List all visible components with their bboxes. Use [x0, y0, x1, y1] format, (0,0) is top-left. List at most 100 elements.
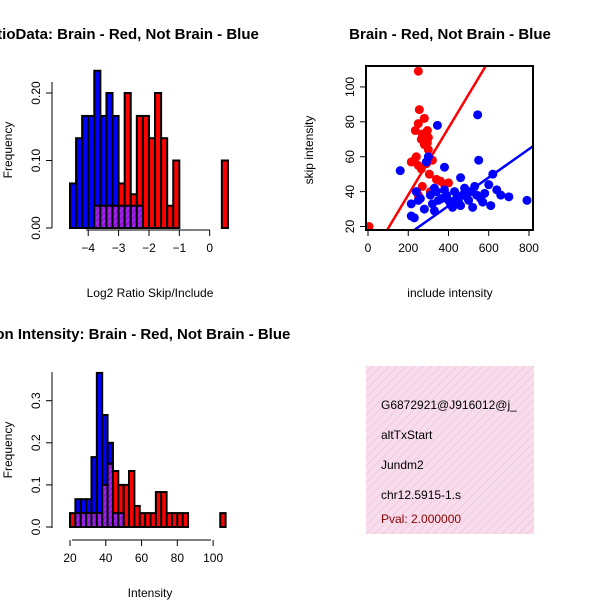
scatter-point-not-brain	[484, 180, 494, 190]
scatter-point-not-brain	[450, 187, 460, 197]
scatter-y-tick-label: 100	[343, 77, 357, 97]
scatter-plot: Brain - Red, Not Brain - Blue 0 200 400 600…	[302, 26, 551, 300]
scatter-x-label: include intensity	[407, 286, 492, 300]
scatter-points	[366, 66, 532, 230]
scatter-point-not-brain	[468, 202, 478, 212]
ratio-y-tick-label: 0.00	[29, 216, 43, 240]
scatter-point-brain	[416, 164, 426, 174]
intensity-x-tick-label: 80	[171, 551, 185, 565]
ratio-bar-brain	[220, 159, 229, 229]
ratio-x-tick-label: −2	[142, 241, 156, 255]
scatter-y-tick-label: 80	[343, 115, 357, 129]
scatter-point-brain	[410, 126, 420, 136]
scatter-point-not-brain	[496, 190, 506, 200]
intensity-y-ticks: 0.0 0.1 0.2 0.3	[29, 392, 52, 535]
scatter-title: Brain - Red, Not Brain - Blue	[349, 26, 551, 43]
ratio-bars	[69, 69, 229, 230]
scatter-point-not-brain	[395, 166, 405, 176]
intensity-histogram: Exon Intensity: Brain - Red, Not Brain -…	[0, 326, 290, 600]
intensity-y-tick-label: 0.1	[29, 476, 43, 493]
scatter-point-not-brain	[411, 187, 421, 197]
scatter-point-brain	[417, 181, 427, 191]
intensity-x-tick-label: 100	[203, 551, 223, 565]
scatter-point-not-brain	[486, 201, 496, 211]
intensity-x-ticks: 20 40 60 80 100	[63, 540, 223, 565]
scatter-point-not-brain	[432, 120, 442, 130]
ratio-x-tick-label: −3	[112, 241, 126, 255]
intensity-bar-overlap	[106, 462, 114, 528]
scatter-point-brain	[414, 105, 424, 115]
scatter-point-brain	[411, 152, 421, 162]
scatter-point-not-brain	[423, 152, 433, 162]
intensity-bar-brain	[160, 491, 168, 529]
intensity-y-tick-label: 0.2	[29, 434, 43, 451]
scatter-point-not-brain	[448, 202, 458, 212]
scatter-point-not-brain	[522, 195, 532, 205]
info-pvalue: Pval: 2.000000	[381, 512, 461, 526]
scatter-point-not-brain	[431, 187, 441, 197]
intensity-bar-brain	[219, 512, 227, 529]
scatter-x-tick-label: 600	[479, 241, 499, 255]
scatter-point-not-brain	[474, 155, 484, 165]
scatter-x-ticks: 0 200 400 600 800	[365, 230, 539, 255]
scatter-point-not-brain	[470, 181, 480, 191]
ratio-x-ticks: −4 −3 −2 −1 0	[81, 230, 213, 255]
ratio-y-tick-label: 0.10	[29, 148, 43, 172]
ratio-histogram: RatioData: Brain - Red, Not Brain - Blue…	[0, 26, 259, 300]
scatter-y-tick-label: 60	[343, 150, 357, 164]
ratio-x-tick-label: 0	[206, 241, 213, 255]
info-panel: G6872921@J916012@j_ altTxStart Jundm2 ch…	[366, 366, 534, 534]
scatter-y-tick-label: 20	[343, 220, 357, 234]
scatter-y-ticks: 20 40 60 80 100	[343, 77, 366, 234]
ratio-y-tick-label: 0.20	[29, 81, 43, 105]
ratio-bar-brain	[172, 159, 181, 229]
intensity-y-tick-label: 0.0	[29, 518, 43, 535]
intensity-histogram-title: Exon Intensity: Brain - Red, Not Brain -…	[0, 326, 290, 343]
ratio-y-ticks: 0.00 0.10 0.20	[29, 81, 52, 240]
ratio-histogram-title: RatioData: Brain - Red, Not Brain - Blue	[0, 26, 259, 43]
scatter-point-not-brain	[480, 188, 490, 198]
scatter-x-tick-label: 800	[519, 241, 539, 255]
ratio-bar-overlap	[135, 204, 144, 230]
intensity-x-tick-label: 20	[63, 551, 77, 565]
scatter-point-brain	[443, 178, 453, 188]
scatter-y-label: skip intensity	[302, 116, 316, 185]
intensity-y-label: Frequency	[1, 422, 15, 479]
scatter-point-not-brain	[409, 213, 419, 223]
ratio-x-tick-label: −1	[172, 241, 186, 255]
intensity-x-tick-label: 60	[135, 551, 149, 565]
scatter-x-tick-label: 0	[365, 241, 372, 255]
intensity-bar-overlap	[117, 512, 125, 529]
ratio-bar-brain	[160, 137, 169, 230]
scatter-point-brain	[366, 222, 374, 230]
scatter-point-not-brain	[415, 194, 425, 204]
info-gene-name: Jundm2	[381, 458, 424, 472]
scatter-x-tick-label: 400	[438, 241, 458, 255]
scatter-y-tick-label: 40	[343, 185, 357, 199]
scatter-point-brain	[419, 140, 429, 150]
info-location: chr12.5915-1.s	[381, 488, 461, 502]
ratio-x-tick-label: −4	[81, 241, 95, 255]
info-event-type: altTxStart	[381, 428, 433, 442]
scatter-point-not-brain	[429, 206, 439, 216]
intensity-bar-brain	[181, 512, 190, 529]
intensity-x-tick-label: 40	[99, 551, 113, 565]
scatter-x-tick-label: 200	[398, 241, 418, 255]
scatter-point-not-brain	[478, 197, 488, 207]
info-event-id: G6872921@J916012@j_	[381, 398, 517, 412]
scatter-point-not-brain	[488, 169, 498, 179]
intensity-bars	[69, 371, 227, 529]
scatter-point-not-brain	[419, 204, 429, 214]
scatter-frame	[365, 65, 534, 231]
ratio-x-label: Log2 Ratio Skip/Include	[87, 286, 214, 300]
scatter-point-brain	[413, 119, 423, 129]
scatter-point-brain	[419, 113, 429, 123]
intensity-y-tick-label: 0.3	[29, 392, 43, 409]
scatter-fit-line-brain	[386, 66, 487, 230]
intensity-x-label: Intensity	[128, 586, 173, 600]
scatter-point-not-brain	[473, 110, 483, 120]
scatter-point-brain	[417, 129, 427, 139]
scatter-point-not-brain	[464, 195, 474, 205]
ratio-y-label: Frequency	[1, 122, 15, 179]
